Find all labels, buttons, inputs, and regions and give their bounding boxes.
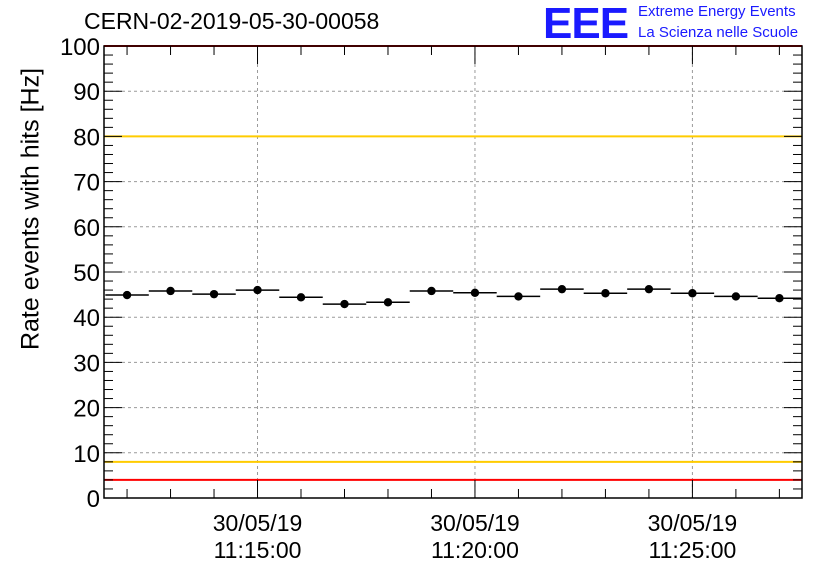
y-tick-label: 20 <box>73 396 100 423</box>
data-point <box>644 284 654 294</box>
data-point <box>731 292 741 301</box>
logo-text-line1: Extreme Energy Events <box>638 3 796 20</box>
data-point <box>427 286 436 296</box>
data-point <box>340 299 349 309</box>
data-point <box>470 288 480 297</box>
data-point <box>514 292 523 301</box>
data-point <box>209 289 219 299</box>
axes: 010203040506070809010030/05/1911:15:0030… <box>60 34 803 563</box>
y-tick-label: 90 <box>73 79 100 106</box>
y-tick-label: 80 <box>73 124 100 151</box>
data-point <box>122 290 132 300</box>
data-point <box>166 286 175 296</box>
x-tick-label-date: 30/05/19 <box>648 510 738 536</box>
x-tick-label-date: 30/05/19 <box>430 510 520 536</box>
y-tick-label: 60 <box>73 215 100 242</box>
x-tick-label-time: 11:20:00 <box>431 537 519 563</box>
chart-title: CERN-02-2019-05-30-00058 <box>84 8 380 34</box>
y-tick-label: 30 <box>73 350 100 377</box>
data-point <box>383 298 393 307</box>
data-point <box>557 284 567 294</box>
y-tick-label: 40 <box>73 305 100 332</box>
data-point <box>688 289 697 298</box>
x-tick-label-date: 30/05/19 <box>213 510 303 536</box>
eee-logo: EEE <box>543 0 629 48</box>
y-tick-label: 50 <box>73 260 100 287</box>
x-tick-label-time: 11:15:00 <box>214 537 302 563</box>
data-point <box>253 285 262 295</box>
data-point <box>601 289 610 298</box>
data-point <box>296 293 306 302</box>
y-tick-label: 70 <box>73 170 100 197</box>
y-tick-label: 10 <box>73 441 100 468</box>
y-tick-label: 100 <box>60 34 100 61</box>
grid-lines <box>104 46 802 498</box>
logo-text-line2: La Scienza nelle Scuole <box>638 24 799 41</box>
y-tick-label: 0 <box>87 486 100 513</box>
x-tick-label-time: 11:25:00 <box>648 537 736 563</box>
reference-lines <box>104 45 802 481</box>
data-point <box>775 294 784 303</box>
data-points <box>105 284 802 309</box>
